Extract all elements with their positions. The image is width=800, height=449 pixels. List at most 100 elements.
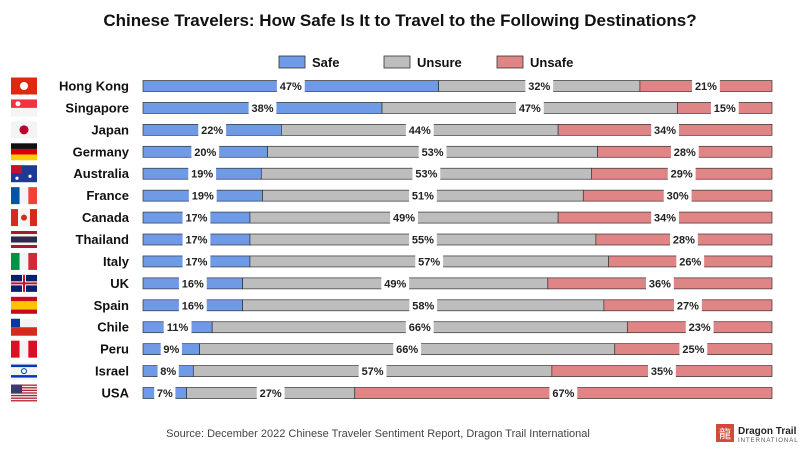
value-label-bg bbox=[685, 320, 714, 334]
value-label-bg bbox=[692, 79, 720, 93]
australia-flag-icon bbox=[11, 165, 37, 183]
value-label: 22% bbox=[201, 125, 223, 137]
category-label: Germany bbox=[73, 144, 130, 159]
value-label: 55% bbox=[412, 235, 434, 247]
value-label-bg bbox=[182, 233, 211, 247]
source-note: Source: December 2022 Chinese Traveler S… bbox=[166, 428, 590, 440]
value-label-bg bbox=[160, 342, 182, 356]
value-label-bg bbox=[663, 189, 692, 203]
value-label: 36% bbox=[649, 278, 671, 290]
logo-mark-icon bbox=[716, 424, 734, 442]
value-label: 11% bbox=[167, 322, 189, 334]
italy-flag-icon bbox=[11, 252, 37, 270]
value-label: 20% bbox=[194, 147, 216, 159]
value-label: 16% bbox=[182, 300, 204, 312]
value-label: 38% bbox=[251, 103, 273, 115]
value-label-bg bbox=[679, 342, 708, 356]
value-label: 57% bbox=[418, 256, 440, 268]
legend-label-unsure: Unsure bbox=[417, 55, 462, 70]
value-label: 66% bbox=[409, 322, 431, 334]
logo-name: Dragon Trail bbox=[738, 426, 797, 437]
value-label: 27% bbox=[260, 388, 282, 400]
uk-flag-icon bbox=[11, 274, 37, 292]
spain-flag-icon bbox=[11, 296, 37, 314]
legend-swatch-unsafe bbox=[496, 55, 524, 69]
value-label-bg bbox=[256, 386, 285, 400]
value-label: 26% bbox=[679, 256, 701, 268]
category-labels: Hong Kong Singapore Japan Germany Australia F… bbox=[59, 79, 130, 401]
value-label: 19% bbox=[191, 169, 213, 181]
value-label-bg bbox=[515, 101, 544, 115]
value-label-bg bbox=[648, 364, 676, 378]
value-label: 17% bbox=[185, 235, 207, 247]
legend: Safe Unsure Unsafe bbox=[278, 55, 573, 70]
value-label-bg bbox=[381, 276, 410, 290]
value-label: 23% bbox=[689, 322, 711, 334]
value-label: 34% bbox=[654, 125, 676, 137]
hong-kong-flag-icon bbox=[11, 77, 37, 95]
logo-glyph: 龍 bbox=[719, 426, 731, 441]
value-label-bg bbox=[670, 233, 698, 247]
category-label: Singapore bbox=[65, 100, 129, 115]
value-label: 32% bbox=[528, 81, 550, 93]
value-label: 47% bbox=[280, 81, 302, 93]
value-label: 57% bbox=[362, 366, 384, 378]
value-label: 30% bbox=[667, 191, 689, 203]
category-label: Chile bbox=[97, 320, 129, 335]
value-label-bg bbox=[415, 254, 444, 268]
value-label: 15% bbox=[714, 103, 736, 115]
legend-label-unsafe: Unsafe bbox=[530, 55, 573, 70]
value-label-bg bbox=[405, 320, 434, 334]
value-label-bg bbox=[157, 364, 179, 378]
value-label: 17% bbox=[185, 213, 207, 225]
value-label: 9% bbox=[163, 344, 179, 356]
value-label-bg bbox=[178, 298, 207, 312]
value-label: 16% bbox=[182, 278, 204, 290]
legend-swatch-unsure bbox=[383, 55, 411, 69]
value-label-bg bbox=[409, 189, 437, 203]
category-label: USA bbox=[102, 386, 130, 401]
value-label: 7% bbox=[157, 388, 173, 400]
value-label: 53% bbox=[415, 169, 437, 181]
value-label-bg bbox=[358, 364, 387, 378]
value-label-bg bbox=[674, 298, 702, 312]
value-label-bg bbox=[182, 211, 211, 225]
value-label: 67% bbox=[552, 388, 574, 400]
value-label: 49% bbox=[384, 278, 406, 290]
thailand-flag-icon bbox=[11, 231, 37, 249]
category-label: Italy bbox=[103, 254, 130, 269]
chile-flag-icon bbox=[11, 318, 37, 336]
usa-flag-icon bbox=[11, 384, 37, 402]
value-label-bg bbox=[198, 123, 227, 137]
value-label-bg bbox=[412, 167, 441, 181]
value-label-bg bbox=[178, 276, 207, 290]
value-label-bg bbox=[418, 145, 447, 159]
value-label: 47% bbox=[519, 103, 541, 115]
value-label: 66% bbox=[396, 344, 418, 356]
value-label-bg bbox=[670, 145, 699, 159]
value-label: 35% bbox=[651, 366, 673, 378]
category-label: Australia bbox=[73, 166, 129, 181]
france-flag-icon bbox=[11, 187, 37, 205]
value-label: 8% bbox=[160, 366, 176, 378]
canada-flag-icon bbox=[11, 209, 37, 227]
value-label: 34% bbox=[654, 213, 676, 225]
value-label-bg bbox=[667, 167, 696, 181]
value-label-bg bbox=[188, 189, 217, 203]
legend-label-safe: Safe bbox=[312, 55, 339, 70]
value-label: 58% bbox=[412, 300, 434, 312]
category-label: Thailand bbox=[76, 232, 130, 247]
value-label: 28% bbox=[674, 147, 696, 159]
category-label: Japan bbox=[91, 122, 129, 137]
value-label-bg bbox=[163, 320, 192, 334]
value-label-bg bbox=[188, 167, 217, 181]
chart-title: Chinese Travelers: How Safe Is It to Tra… bbox=[103, 11, 696, 30]
value-label: 21% bbox=[695, 81, 717, 93]
value-label-bg bbox=[710, 101, 739, 115]
germany-flag-icon bbox=[11, 143, 37, 161]
category-label: UK bbox=[110, 276, 129, 291]
logo-sub: INTERNATIONAL bbox=[738, 438, 799, 444]
value-label-bg bbox=[154, 386, 176, 400]
value-label-bg bbox=[182, 254, 211, 268]
value-label-bg bbox=[651, 123, 679, 137]
